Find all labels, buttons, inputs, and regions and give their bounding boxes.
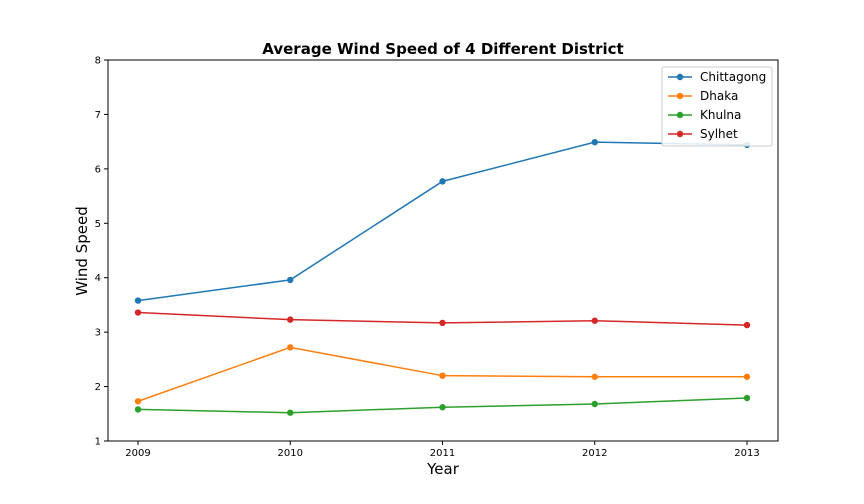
- data-point-chittagong: [591, 138, 598, 146]
- x-tick-label: 2011: [430, 448, 455, 459]
- legend-label: Chittagong: [700, 70, 766, 84]
- legend-marker: [676, 130, 684, 138]
- legend-marker: [676, 111, 684, 119]
- series-khulna: [134, 394, 751, 416]
- data-point-dhaka: [743, 373, 751, 380]
- data-point-chittagong: [439, 178, 446, 185]
- data-point-sylhet: [439, 319, 446, 327]
- series-sylhet: [134, 309, 751, 329]
- data-point-dhaka: [134, 398, 142, 405]
- data-point-sylhet: [591, 317, 598, 324]
- data-point-dhaka: [591, 373, 598, 380]
- data-point-khulna: [134, 406, 142, 413]
- data-point-sylhet: [134, 309, 142, 316]
- data-point-dhaka: [287, 344, 294, 351]
- legend-box: [661, 66, 773, 147]
- x-tick-label: 2012: [582, 448, 607, 459]
- legend: Chittagong Dhaka Khulna Sylhet: [661, 66, 773, 147]
- legend-item-khulna: Khulna: [668, 108, 741, 122]
- y-tick-label: 4: [95, 273, 101, 284]
- chart-title: Average Wind Speed of 4 Different Distri…: [262, 40, 623, 58]
- legend-label: Khulna: [700, 108, 741, 122]
- legend-item-chittagong: Chittagong: [668, 70, 766, 84]
- data-point-dhaka: [439, 372, 446, 379]
- data-point-khulna: [743, 394, 751, 402]
- legend-marker: [676, 73, 684, 81]
- series-chittagong: [134, 138, 751, 304]
- data-point-khulna: [287, 409, 294, 416]
- y-axis: 1 2 3 4 5 6 7 8: [95, 56, 108, 448]
- x-tick-label: 2009: [125, 448, 150, 459]
- legend-marker: [676, 92, 684, 100]
- legend-item-sylhet: Sylhet: [668, 127, 738, 141]
- data-point-sylhet: [287, 316, 294, 323]
- data-point-khulna: [591, 400, 598, 408]
- legend-label: Sylhet: [700, 127, 738, 141]
- y-axis-title: Wind Speed: [73, 206, 91, 296]
- y-tick-label: 2: [95, 382, 101, 393]
- legend-label: Dhaka: [700, 89, 738, 103]
- y-tick-label: 3: [95, 328, 101, 339]
- x-tick-label: 2013: [734, 448, 759, 459]
- x-tick-label: 2010: [278, 448, 303, 459]
- data-point-sylhet: [743, 321, 751, 329]
- x-axis: 2009 2010 2011 2012 2013: [125, 441, 760, 459]
- series-dhaka: [134, 344, 751, 405]
- y-tick-label: 7: [95, 110, 101, 121]
- series-layer: [134, 138, 751, 416]
- data-point-chittagong: [134, 297, 142, 304]
- x-axis-title: Year: [426, 460, 460, 478]
- data-point-chittagong: [287, 276, 294, 284]
- y-tick-label: 1: [95, 437, 101, 448]
- legend-item-dhaka: Dhaka: [668, 89, 738, 103]
- data-point-khulna: [439, 404, 446, 411]
- y-tick-label: 5: [95, 219, 101, 230]
- series-line-chittagong: [137, 141, 748, 302]
- y-tick-label: 8: [95, 56, 101, 67]
- y-tick-label: 6: [95, 164, 101, 175]
